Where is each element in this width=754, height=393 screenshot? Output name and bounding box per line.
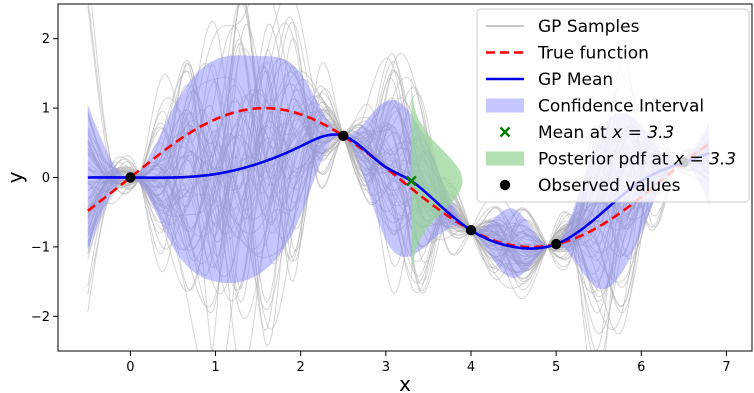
posterior-pdf-group [411, 4, 463, 351]
y-tick-label: −2 [31, 310, 50, 325]
gp-mean-line [87, 133, 710, 250]
observed-point [338, 130, 349, 142]
observed-point [125, 172, 136, 183]
confidence-interval-band [87, 55, 710, 290]
x-axis-label: x [399, 372, 411, 393]
mean-at-x-marker [406, 175, 417, 187]
legend-label-true: True function [537, 44, 649, 64]
gp-sample-line [87, 48, 710, 292]
x-tick-label: 2 [297, 360, 305, 375]
x-tick-label: 1 [211, 360, 219, 375]
legend-box [476, 8, 750, 203]
x-tick-label: 3 [382, 360, 390, 375]
x-tick-label: 6 [637, 360, 645, 375]
x-tick-label: 5 [552, 360, 560, 375]
gp-sample-line [87, 85, 710, 294]
gp-sample-line [87, 58, 710, 331]
legend-handle-pdf [486, 151, 524, 166]
axes-group: 0 1 2 3 4 5 6 7 −2 −1 0 1 2 x y [3, 3, 753, 393]
true-function-line [87, 106, 711, 249]
x-tick-label: 4 [467, 360, 475, 375]
x-tick-label: 7 [722, 360, 730, 375]
gp-sample-line [87, 119, 710, 308]
legend-label-ci: Confidence Interval [538, 97, 704, 117]
gp-sample-line [87, 77, 710, 331]
legend-label-obs: Observed values [538, 176, 681, 196]
gp-sample-line [87, 38, 710, 267]
confidence-interval-group [87, 55, 710, 290]
gp-sample-line [87, 111, 710, 293]
legend-handle-mean_at [499, 126, 511, 138]
y-tick-label: 2 [42, 32, 50, 47]
legend-label-samples: GP Samples [538, 17, 640, 37]
observed-point [550, 238, 562, 250]
curves-group [87, 106, 711, 250]
gp-sample-line [87, 16, 710, 271]
legend-label-mean_at: Mean at x = 3.3 [538, 123, 674, 143]
legend-handle-obs [499, 179, 511, 191]
y-axis-label: y [3, 171, 27, 183]
gp-sample-line [87, 83, 710, 351]
y-tick-label: 0 [42, 171, 50, 186]
observed-point [465, 225, 477, 236]
legend-label-mean: GP Mean [538, 70, 613, 90]
gp-sample-line [87, 48, 710, 314]
legend: GP Samples True function GP Mean Confidence… [476, 8, 750, 203]
legend-handle-ci [486, 98, 524, 113]
legend-label-pdf: Posterior pdf at x = 3.3 [538, 150, 736, 170]
y-tick-label: 1 [42, 102, 50, 117]
posterior-pdf-area [411, 4, 463, 351]
x-tick-label: 0 [126, 360, 134, 375]
y-tick-label: −1 [31, 240, 50, 255]
